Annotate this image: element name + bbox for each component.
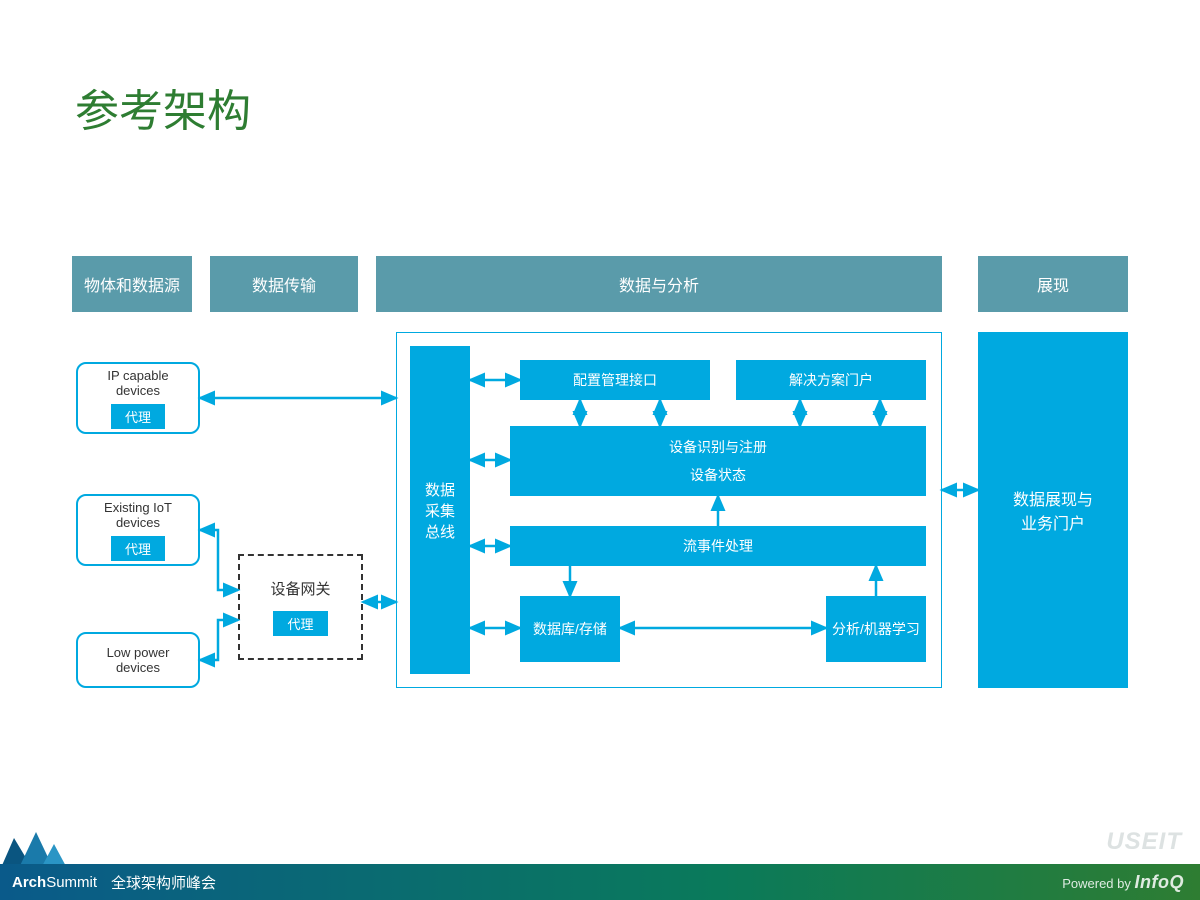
device-low-label: Low power devices xyxy=(84,645,192,675)
watermark: USEIT xyxy=(1106,828,1182,856)
identity-line1: 设备识别与注册 xyxy=(669,437,767,457)
diagram-canvas: 物体和数据源 数据传输 数据与分析 展现 IP capable devices … xyxy=(0,0,1200,900)
box-identity: 设备识别与注册 设备状态 xyxy=(510,426,926,496)
identity-line2: 设备状态 xyxy=(690,465,746,485)
footer-brand-arch: Arch xyxy=(12,874,46,891)
box-portal: 解决方案门户 xyxy=(736,360,926,400)
footer-subtitle: 全球架构师峰会 xyxy=(111,872,216,893)
gateway-label: 设备网关 xyxy=(270,578,330,599)
agent-chip: 代理 xyxy=(111,536,165,561)
footer-right: Powered by InfoQ xyxy=(1062,872,1184,893)
right-panel-label: 数据展现与业务门户 xyxy=(1008,486,1098,534)
gateway-box: 设备网关 代理 xyxy=(238,554,363,660)
footer-powered: Powered by xyxy=(1062,876,1131,891)
header-col2: 数据传输 xyxy=(210,256,358,312)
box-stream: 流事件处理 xyxy=(510,526,926,566)
device-ip-label: IP capable devices xyxy=(84,368,192,398)
right-panel: 数据展现与业务门户 xyxy=(978,332,1128,688)
device-iot-label: Existing IoT devices xyxy=(84,500,192,530)
box-ml: 分析/机器学习 xyxy=(826,596,926,662)
footer-brand-summit: Summit xyxy=(46,874,97,891)
device-ip: IP capable devices 代理 xyxy=(76,362,200,434)
device-low: Low power devices xyxy=(76,632,200,688)
header-col3: 数据与分析 xyxy=(376,256,942,312)
header-col1: 物体和数据源 xyxy=(72,256,192,312)
box-db: 数据库/存储 xyxy=(520,596,620,662)
agent-chip: 代理 xyxy=(273,611,327,636)
footer-infoq: InfoQ xyxy=(1135,872,1185,892)
agent-chip: 代理 xyxy=(111,404,165,429)
device-iot: Existing IoT devices 代理 xyxy=(76,494,200,566)
footer-bar: ArchSummit 全球架构师峰会 Powered by InfoQ xyxy=(0,864,1200,900)
box-config: 配置管理接口 xyxy=(520,360,710,400)
header-col4: 展现 xyxy=(978,256,1128,312)
data-bus: 数据采集总线 xyxy=(410,346,470,674)
data-bus-label: 数据采集总线 xyxy=(420,479,460,542)
